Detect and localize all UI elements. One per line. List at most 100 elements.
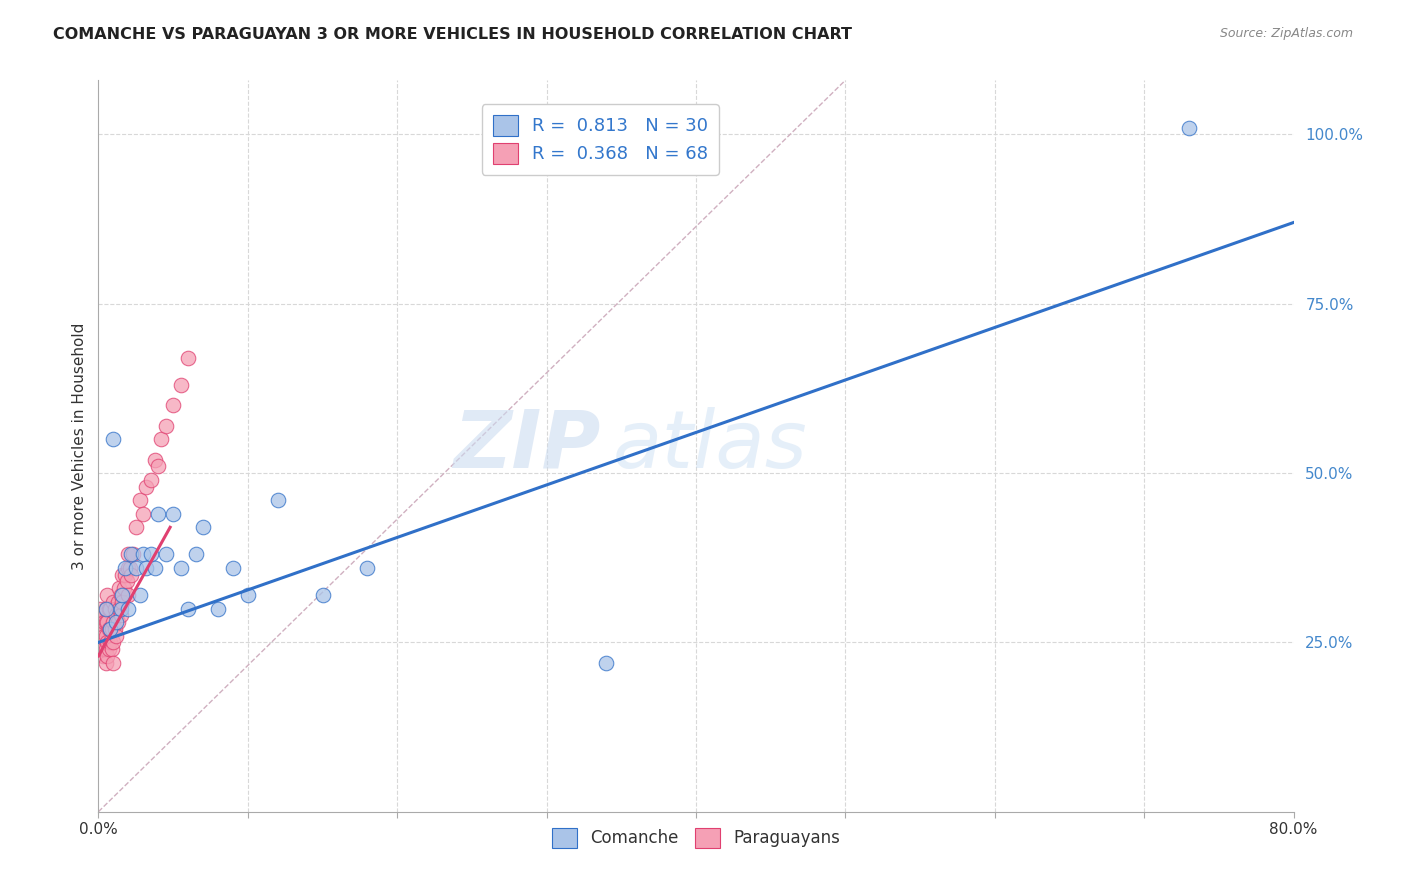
Point	[97, 601, 120, 615]
Point	[93, 615, 115, 629]
Point	[90, 642, 112, 657]
Point	[595, 656, 617, 670]
Point	[98, 635, 122, 649]
Point	[148, 459, 170, 474]
Point	[90, 608, 112, 623]
Point	[96, 648, 118, 663]
Point	[103, 656, 125, 670]
Point	[91, 635, 114, 649]
Point	[98, 601, 122, 615]
Point	[356, 561, 378, 575]
Point	[117, 588, 139, 602]
Point	[120, 567, 142, 582]
Point	[132, 547, 155, 561]
Point	[115, 574, 138, 589]
Point	[150, 432, 173, 446]
Point	[135, 480, 157, 494]
Point	[97, 622, 120, 636]
Point	[114, 567, 136, 582]
Point	[91, 608, 114, 623]
Point	[121, 547, 143, 561]
Point	[93, 629, 115, 643]
Point	[117, 601, 139, 615]
Text: Source: ZipAtlas.com: Source: ZipAtlas.com	[1219, 27, 1353, 40]
Text: atlas: atlas	[613, 407, 807, 485]
Point	[90, 622, 112, 636]
Point	[120, 547, 142, 561]
Point	[111, 588, 134, 602]
Text: COMANCHE VS PARAGUAYAN 3 OR MORE VEHICLES IN HOUSEHOLD CORRELATION CHART: COMANCHE VS PARAGUAYAN 3 OR MORE VEHICLE…	[53, 27, 852, 42]
Point	[89, 629, 111, 643]
Point	[111, 567, 134, 582]
Point	[91, 622, 114, 636]
Point	[177, 351, 200, 365]
Point	[169, 378, 191, 392]
Point	[94, 629, 117, 643]
Point	[110, 608, 132, 623]
Point	[139, 473, 162, 487]
Point	[125, 520, 148, 534]
Point	[112, 581, 135, 595]
Point	[117, 547, 139, 561]
Point	[97, 642, 120, 657]
Point	[94, 601, 117, 615]
Point	[89, 615, 111, 629]
Point	[94, 615, 117, 629]
Point	[105, 615, 128, 629]
Point	[311, 588, 333, 602]
Point	[98, 622, 122, 636]
Point	[103, 615, 125, 629]
Point	[110, 588, 132, 602]
Point	[162, 507, 184, 521]
Point	[104, 601, 127, 615]
Point	[110, 601, 132, 615]
Point	[143, 561, 166, 575]
Point	[155, 418, 177, 433]
Point	[103, 432, 125, 446]
Point	[96, 635, 118, 649]
Point	[105, 608, 128, 623]
Point	[108, 581, 131, 595]
Text: ZIP: ZIP	[453, 407, 600, 485]
Y-axis label: 3 or more Vehicles in Household: 3 or more Vehicles in Household	[72, 322, 87, 570]
Point	[143, 452, 166, 467]
Point	[162, 398, 184, 412]
Point	[114, 561, 136, 575]
Point	[90, 629, 112, 643]
Point	[169, 561, 191, 575]
Point	[155, 547, 177, 561]
Point	[101, 642, 124, 657]
Point	[118, 561, 141, 575]
Point	[104, 622, 127, 636]
Point	[96, 615, 118, 629]
Point	[148, 507, 170, 521]
Point	[108, 601, 131, 615]
Point	[94, 642, 117, 657]
Point	[111, 595, 134, 609]
Point	[129, 588, 152, 602]
Point	[125, 561, 148, 575]
Point	[103, 635, 125, 649]
Point	[135, 561, 157, 575]
Point	[89, 601, 111, 615]
Point	[129, 493, 152, 508]
Point	[1178, 120, 1201, 135]
Point	[191, 520, 214, 534]
Point	[91, 648, 114, 663]
Point	[184, 547, 207, 561]
Point	[107, 615, 129, 629]
Point	[207, 601, 229, 615]
Point	[107, 595, 129, 609]
Legend: Comanche, Paraguayans: Comanche, Paraguayans	[546, 821, 846, 855]
Point	[177, 601, 200, 615]
Point	[222, 561, 245, 575]
Point	[132, 507, 155, 521]
Point	[98, 622, 122, 636]
Point	[96, 588, 118, 602]
Point	[139, 547, 162, 561]
Point	[94, 656, 117, 670]
Point	[93, 642, 115, 657]
Point	[105, 629, 128, 643]
Point	[267, 493, 290, 508]
Point	[94, 601, 117, 615]
